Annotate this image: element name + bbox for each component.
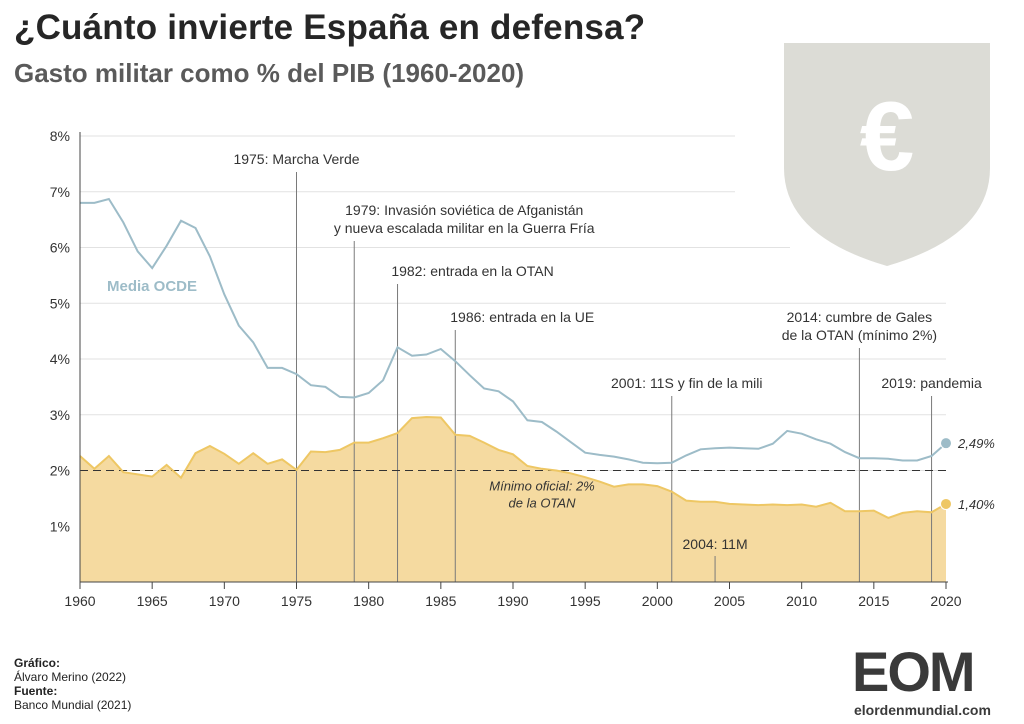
annotation-label: 2004: 11M — [683, 536, 748, 552]
chart-title: ¿Cuánto invierte España en defensa? — [14, 8, 646, 47]
annotation-label: 1979: Invasión soviética de Afganistán — [345, 202, 583, 218]
x-tick-label: 2005 — [714, 593, 745, 609]
x-tick-label: 2015 — [858, 593, 889, 609]
y-tick-label: 6% — [50, 240, 70, 256]
x-tick-label: 1990 — [497, 593, 528, 609]
x-tick-label: 2010 — [786, 593, 817, 609]
y-tick-label: 3% — [50, 407, 70, 423]
x-tick-label: 1995 — [570, 593, 601, 609]
x-tick-label: 1970 — [209, 593, 240, 609]
spain-line — [79, 415, 947, 519]
x-tick-label: 1960 — [64, 593, 95, 609]
y-tick-label: 5% — [50, 295, 70, 311]
reference-label: de la OTAN — [509, 496, 577, 511]
graphic-author: Álvaro Merino (2022) — [14, 670, 127, 684]
annotation-label: 1975: Marcha Verde — [233, 151, 359, 167]
y-tick-label: 1% — [50, 518, 70, 534]
ocde-end-label: 2,49% — [957, 436, 995, 451]
credits: Gráfico: Álvaro Merino (2022) Fuente: Ba… — [14, 656, 131, 712]
x-tick-label: 1980 — [353, 593, 384, 609]
euro-symbol: € — [860, 81, 915, 191]
ocde-line — [80, 197, 947, 465]
reference-label: Mínimo oficial: 2% — [489, 479, 594, 494]
source-label: Fuente: — [14, 684, 58, 698]
x-tick-label: 2000 — [642, 593, 673, 609]
ocde-series-label: Media OCDE — [107, 278, 197, 295]
annotation-label: 1986: entrada en la UE — [450, 309, 594, 325]
spain-end-label: 1,40% — [958, 497, 995, 512]
annotation-label: 2001: 11S y fin de la mili — [611, 375, 763, 391]
eom-logo[interactable]: EOM elordenmundial.com — [852, 642, 1012, 722]
ocde-endpoint — [940, 437, 952, 450]
y-tick-label: 7% — [50, 184, 70, 200]
euro-shield-icon: € — [784, 43, 990, 266]
y-tick-label: 4% — [50, 351, 70, 367]
logo-domain-name: elordenmundial — [854, 702, 959, 718]
annotation-label: y nueva escalada militar en la Guerra Fr… — [334, 220, 595, 236]
annotation-label: 1982: entrada en la OTAN — [391, 263, 553, 279]
annotation-label: 2019: pandemia — [881, 375, 982, 391]
y-tick-label: 2% — [50, 463, 70, 479]
chart-subtitle: Gasto militar como % del PIB (1960-2020) — [14, 58, 525, 88]
annotation-label: 2014: cumbre de Gales — [787, 309, 933, 325]
logo-domain-tld: .com — [958, 702, 991, 718]
x-tick-label: 1975 — [281, 593, 312, 609]
x-tick-label: 2020 — [930, 593, 961, 609]
y-tick-label: 8% — [50, 128, 70, 144]
logo-wordmark: EOM — [852, 640, 976, 703]
spain-endpoint — [940, 497, 952, 510]
graphic-label: Gráfico: — [14, 656, 61, 670]
x-tick-label: 1985 — [425, 593, 456, 609]
annotation-label: de la OTAN (mínimo 2%) — [782, 327, 937, 343]
logo-domain: elordenmundial.com — [854, 702, 991, 718]
source-value: Banco Mundial (2021) — [14, 698, 132, 712]
x-tick-label: 1965 — [137, 593, 168, 609]
